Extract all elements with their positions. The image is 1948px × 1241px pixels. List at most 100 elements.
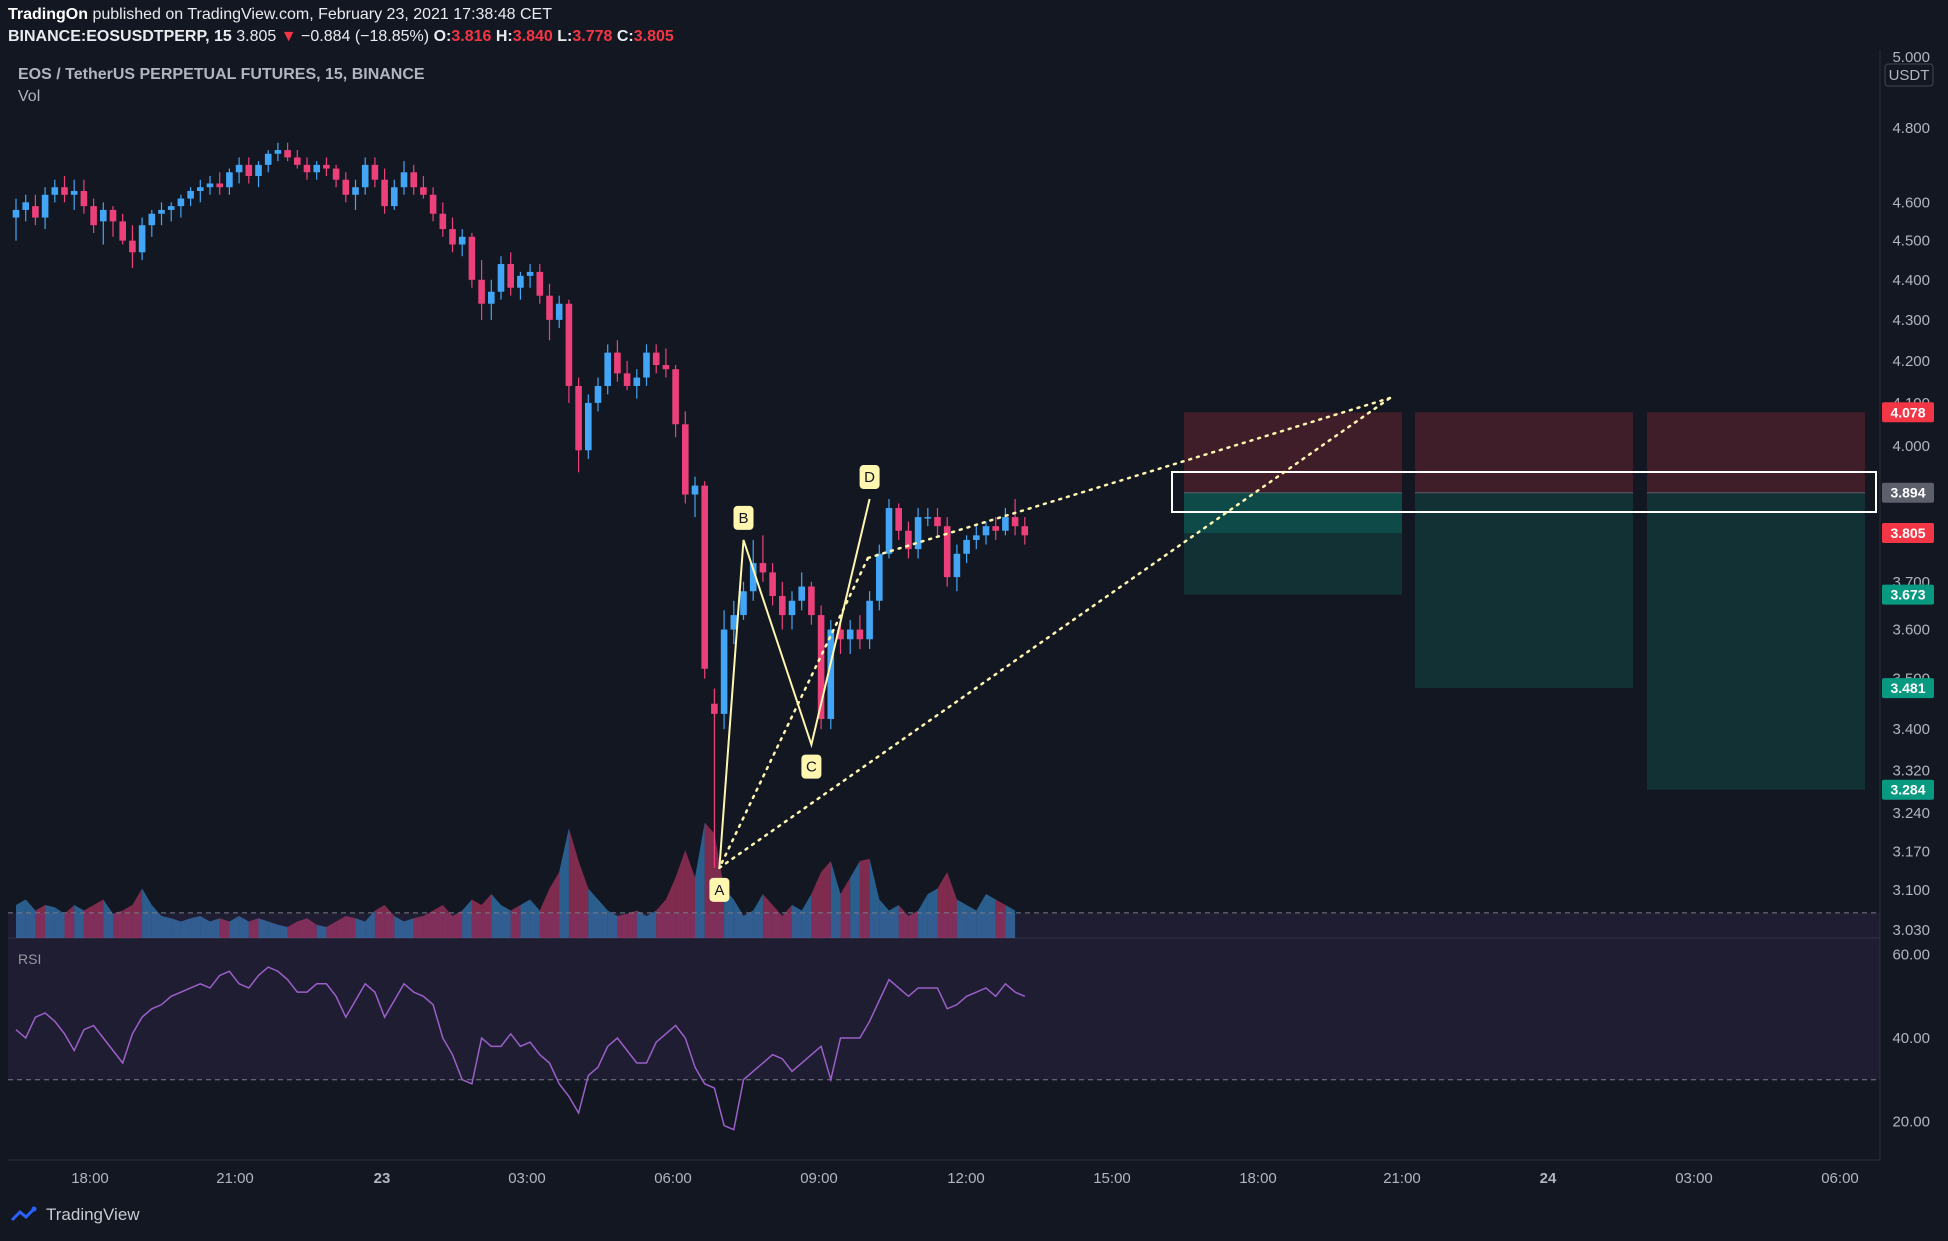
price-tick-label: 4.400 [1892,272,1930,289]
candle-body [158,209,165,214]
volume-segment [762,894,773,938]
price-tick-label: 3.400 [1892,721,1930,738]
left-trendline [718,556,870,870]
symbol-info: BINANCE:EOSUSDTPERP, 15 3.805 ▼ −0.884 (… [8,28,674,46]
volume-segment [656,899,666,938]
candle-body [206,183,214,188]
time-axis[interactable]: 18:00 21:00 23 03:00 06:00 09:00 12:00 15:00 18:… [71,1170,1859,1187]
candle-body [255,164,262,177]
target-zone [1184,492,1402,595]
upper-trendline [866,396,1392,560]
volume-segment [190,916,201,938]
volume-segment [539,888,550,938]
volume-segment [995,899,1006,938]
stop-zone [1415,412,1633,493]
candle-body [80,190,88,207]
candle-body [788,600,796,616]
rsi-legend[interactable]: RSI [18,951,42,967]
candle-body [934,517,941,527]
volume-segment [239,916,249,938]
candle-body [546,295,553,320]
series-legend-title[interactable]: EOS / TetherUS PERPETUAL FUTURES, 15, BI… [18,66,425,83]
volume-segment [355,918,366,938]
candle-body [827,629,835,719]
footer-brand[interactable]: TradingView [10,1205,140,1225]
price-tick-label: 3.170 [1892,843,1930,860]
volume-segment [442,905,453,938]
abcd-zigzag [718,498,871,868]
abcd-pattern[interactable]: A B C D [709,396,1392,902]
candle-body [992,526,999,531]
candle-body [284,150,291,158]
volume-segment [103,899,113,938]
volume-segment [491,894,501,938]
candle-body [303,164,311,173]
volume-segment [219,918,230,938]
candle-body [138,225,146,253]
candle-body [216,183,223,188]
candle-body [876,553,883,601]
candle-body [197,187,204,191]
time-tick-label: 12:00 [947,1170,985,1187]
candle-body [740,591,747,616]
volume-segment [859,858,870,938]
volume-segment [161,916,172,938]
candle-body [41,194,49,218]
candle-body [817,615,825,719]
candle-body [458,236,466,245]
candle-body [449,229,456,245]
volume-segment [821,861,831,938]
volume-segment [180,918,191,938]
currency-box [1884,63,1934,87]
candle-body [61,187,68,195]
rsi-line [15,966,1026,1131]
candle-body [371,164,379,180]
low-label: L: [557,28,573,45]
candle-body [1011,517,1019,527]
price-axis[interactable]: 5.0004.8004.6004.5004.4004.3004.2004.100… [1882,49,1934,939]
price-tag [1882,678,1934,699]
volume-segment [229,916,240,938]
volume-segment [530,899,540,938]
volume-segment [316,924,327,938]
volume-segment [753,894,763,938]
pattern-point-badge [733,505,754,530]
time-tick-label: 06:00 [654,1170,692,1187]
volume-segment [248,918,259,938]
price-tag-label: 3.284 [1890,782,1925,798]
candle-body [953,553,961,578]
volume-segment [25,899,36,938]
candle-body [235,164,243,173]
volume-segment [704,822,715,938]
price-tick-label: 4.800 [1892,120,1930,137]
candle-body [885,508,893,554]
position-zones[interactable] [1171,412,1877,790]
volume-segment [986,894,996,938]
volume-segment [413,916,424,938]
volume-segment [743,910,754,938]
volume-segment [947,872,957,938]
candle-body [614,352,621,374]
candle-body [1002,517,1009,531]
price-tag-label: 3.894 [1890,485,1925,501]
volume-segment [636,910,647,938]
candle-body [420,187,427,195]
price-tick-label: 3.030 [1892,922,1930,939]
price-tick-label: 3.100 [1892,882,1930,899]
candle-body [837,629,844,640]
open-value: 3.816 [451,28,492,45]
candle-body [585,402,592,451]
candle-body [905,530,912,550]
candle-body [264,153,272,165]
candle-body [982,526,990,536]
candle-body [691,485,699,495]
volume-legend[interactable]: Vol [18,88,41,105]
candle-body [274,150,282,154]
candle-body [177,198,185,207]
candle-body [555,303,563,320]
volume-segment [93,899,104,938]
volume-segment [908,910,919,938]
rsi-band [8,912,1880,1080]
volume-segment [598,899,608,938]
